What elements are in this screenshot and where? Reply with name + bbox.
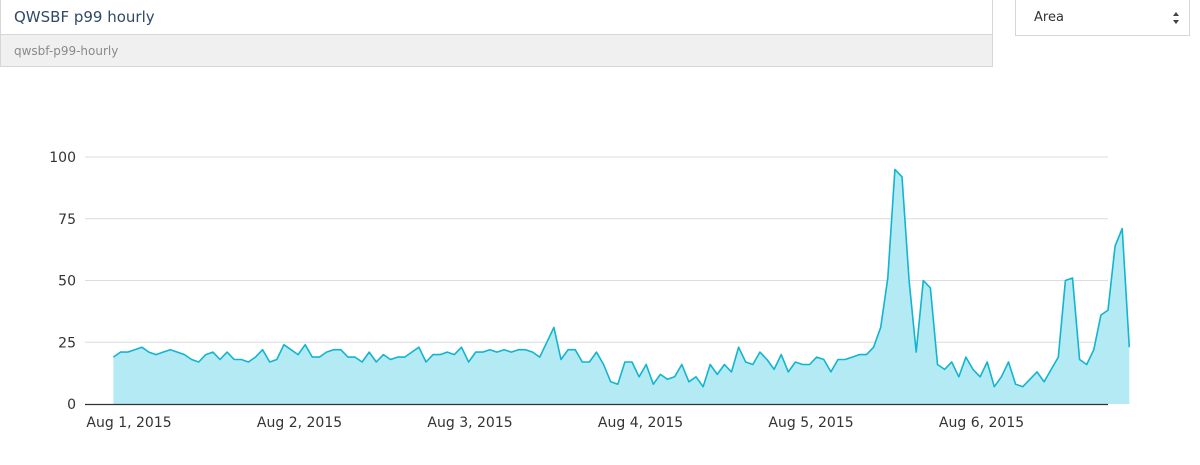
x-axis-labels: Aug 1, 2015 Aug 2, 2015 Aug 3, 2015 Aug 4, … [86,415,1024,431]
grid-lines [85,156,1108,343]
select-arrows-icon [1173,12,1179,24]
chart-type-select-value: Area [1034,10,1064,25]
x-tick-label: Aug 6, 2015 [939,415,1024,431]
query-name-input[interactable] [1,0,992,35]
y-tick-label: 75 [58,212,76,228]
x-tick-label: Aug 4, 2015 [598,415,683,431]
x-tick-label: Aug 5, 2015 [768,415,853,431]
x-tick-label: Aug 3, 2015 [427,415,512,431]
chart-type-select[interactable]: Area [1015,0,1190,36]
x-tick-label: Aug 1, 2015 [86,415,171,431]
x-tick-label: Aug 2, 2015 [257,415,342,431]
y-tick-label: 0 [67,397,76,413]
query-name-panel: qwsbf-p99-hourly [0,0,993,67]
series-area [112,168,1131,404]
y-tick-label: 25 [58,335,76,351]
series-line [112,168,1131,388]
query-slug: qwsbf-p99-hourly [1,35,992,66]
y-tick-label: 100 [49,150,76,166]
y-tick-label: 50 [58,274,76,290]
y-axis-labels: 0 25 50 75 100 [49,150,76,413]
series-area-fill [113,169,1130,404]
